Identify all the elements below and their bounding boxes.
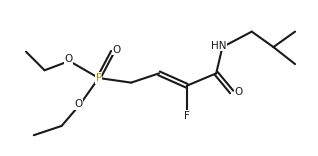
- Text: F: F: [184, 111, 190, 121]
- Text: O: O: [74, 99, 83, 109]
- Text: O: O: [112, 45, 121, 55]
- Text: HN: HN: [211, 41, 226, 51]
- Text: P: P: [96, 73, 102, 83]
- Text: O: O: [65, 54, 73, 64]
- Text: O: O: [234, 87, 243, 97]
